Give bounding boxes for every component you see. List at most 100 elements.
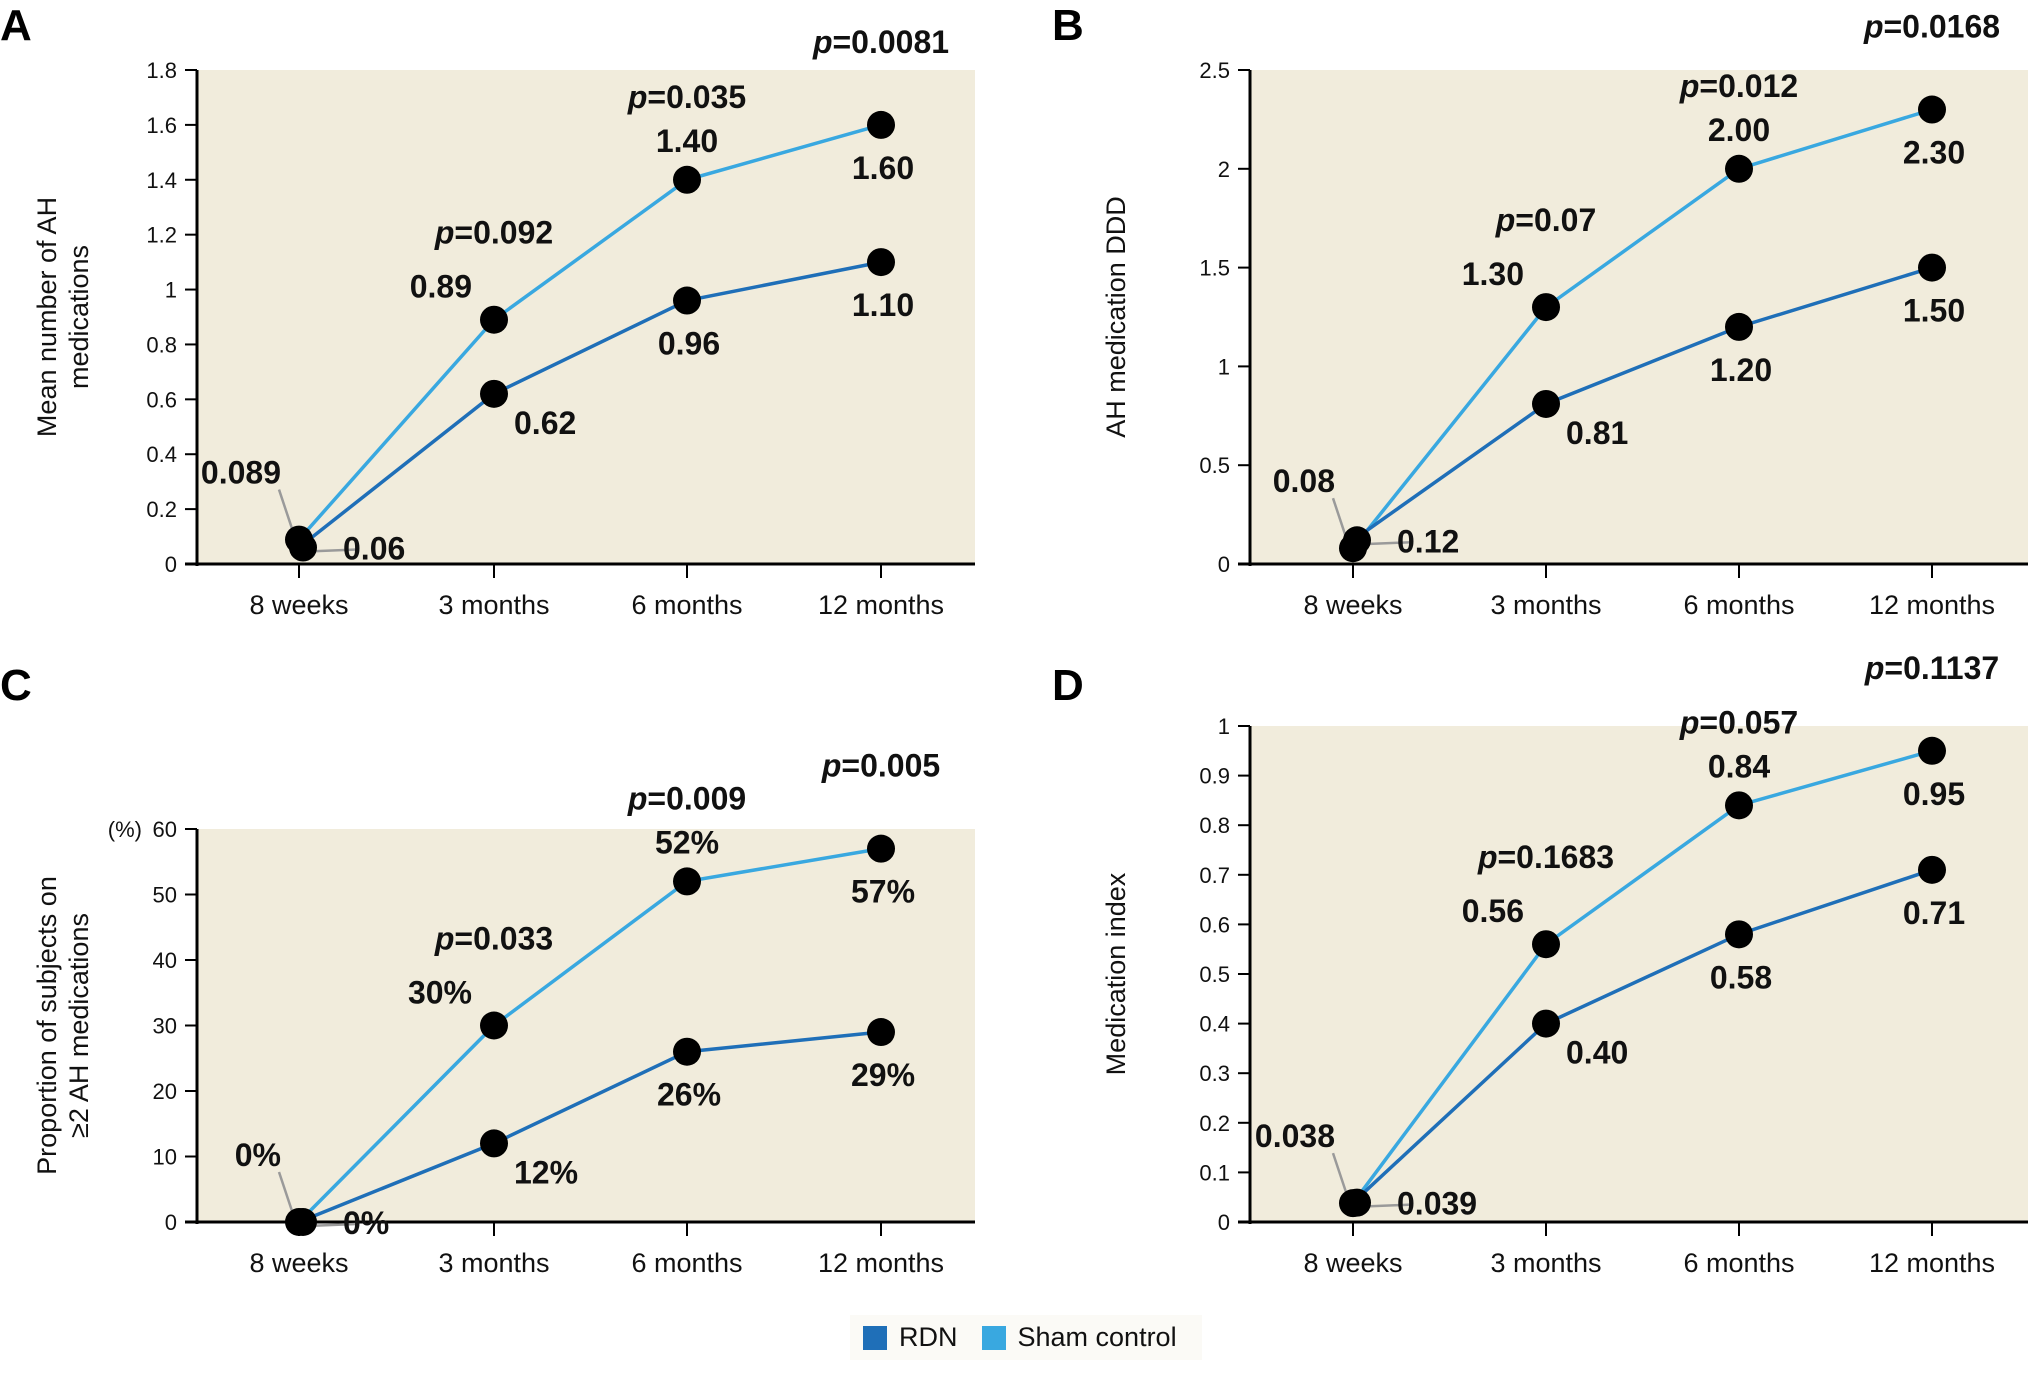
- p-symbol: p: [627, 79, 648, 115]
- data-point-sham: [1725, 791, 1753, 820]
- series-line-rdn: [297, 260, 882, 549]
- leader-line-sham: [1331, 497, 1349, 541]
- data-label-sham: 0.089: [201, 455, 281, 491]
- y-tick-label: 0.3: [1199, 1061, 1230, 1086]
- panel-a: A 0 0.2 0.4 0.6 0.8 1 1.2 1.4 1.6 1.8 8 weeks 3 mont…: [0, 1, 975, 620]
- p-value-label: p=0.035: [627, 79, 746, 115]
- y-tick-label: 0.4: [1199, 1012, 1230, 1037]
- data-label-rdn: 26%: [657, 1077, 721, 1113]
- p-symbol: p: [1864, 650, 1885, 686]
- leader-line-sham: [277, 1171, 295, 1215]
- p-value: =0.005: [841, 748, 940, 784]
- data-point-rdn: [1918, 855, 1946, 884]
- series-line-rdn: [298, 1030, 882, 1224]
- legend-label-sham: Sham control: [1017, 1322, 1177, 1352]
- p-symbol: p: [1863, 9, 1884, 45]
- data-label-rdn: 0.039: [1397, 1186, 1477, 1222]
- p-value-label: p=0.012: [1679, 68, 1798, 104]
- x-tick-label: 3 months: [1490, 1248, 1601, 1278]
- y-tick-label: 60: [153, 817, 177, 842]
- series-line-sham: [297, 123, 882, 541]
- p-value: =0.0168: [1883, 9, 2000, 45]
- y-tick-label: 1.2: [146, 223, 177, 248]
- p-value: =0.1137: [1884, 650, 1999, 686]
- panel-b: B 0 0.5 1 1.5 2 2.5 8 weeks 3 months 6 months 12 m…: [1052, 1, 2028, 620]
- panel-letter: A: [0, 1, 32, 50]
- p-value-label: p=0.07: [1495, 202, 1597, 238]
- p-value-label: p=0.0081: [812, 24, 949, 60]
- data-label-rdn: 0%: [343, 1205, 389, 1241]
- p-value: =0.057: [1699, 704, 1798, 740]
- y-tick-label: 50: [153, 883, 177, 908]
- y-tick-label: 10: [153, 1145, 177, 1170]
- data-point-sham: [480, 305, 508, 334]
- x-tick-label: 8 weeks: [1303, 590, 1402, 620]
- y-tick-label: 1: [1218, 714, 1230, 739]
- y-axis-label: Medication index: [1101, 872, 1131, 1075]
- y-unit-label: (%): [108, 817, 142, 842]
- data-label-rdn: 0.06: [343, 531, 405, 567]
- x-tick-label: 6 months: [1683, 1248, 1794, 1278]
- data-point-sham: [673, 165, 701, 194]
- data-label-rdn: 0.58: [1710, 959, 1772, 995]
- data-point-rdn: [1532, 1009, 1560, 1038]
- y-tick-label: 20: [153, 1079, 177, 1104]
- y-axis-label: Proportion of subjects on: [32, 876, 62, 1175]
- data-label-rdn: 1.50: [1903, 293, 1965, 329]
- y-tick-label: 30: [153, 1014, 177, 1039]
- data-point-sham: [1532, 930, 1560, 959]
- y-axis-label: AH medication DDD: [1101, 196, 1131, 438]
- series-line-rdn: [1351, 868, 1933, 1204]
- leader-line-sham: [1331, 1152, 1349, 1196]
- y-tick-label: 0.7: [1199, 863, 1230, 888]
- y-tick-label: 1: [165, 278, 177, 303]
- p-value-label: p=0.1683: [1477, 839, 1614, 875]
- data-point-sham: [867, 834, 895, 863]
- data-label-rdn: 12%: [514, 1154, 578, 1190]
- data-label-rdn: 1.10: [852, 287, 914, 323]
- x-tick-label: 8 weeks: [249, 1248, 348, 1278]
- data-label-sham: 2.30: [1903, 135, 1965, 171]
- p-value-label: p=0.005: [821, 748, 940, 784]
- data-label-sham: 1.40: [656, 123, 718, 159]
- p-value: =0.035: [647, 79, 746, 115]
- data-point-rdn: [673, 286, 701, 315]
- p-symbol: p: [1477, 839, 1498, 875]
- data-label-rdn: 0.71: [1903, 895, 1965, 931]
- x-tick-label: 12 months: [818, 590, 944, 620]
- data-label-rdn: 0.81: [1566, 415, 1628, 451]
- p-value-label: p=0.1137: [1864, 650, 1999, 686]
- x-tick-label: 6 months: [1683, 590, 1794, 620]
- data-point-rdn: [1532, 389, 1560, 418]
- data-label-rdn: 0.96: [658, 326, 720, 362]
- y-tick-label: 1.5: [1199, 256, 1230, 281]
- p-value: =0.07: [1515, 202, 1596, 238]
- x-tick-label: 12 months: [1869, 1248, 1995, 1278]
- p-symbol: p: [1495, 202, 1516, 238]
- y-tick-label: 0: [1218, 552, 1230, 577]
- y-tick-label: 0.6: [1199, 912, 1230, 937]
- data-point-sham: [1532, 293, 1560, 322]
- data-point-rdn: [1343, 1188, 1371, 1217]
- p-symbol: p: [812, 24, 833, 60]
- series-line-sham: [297, 846, 882, 1224]
- p-symbol: p: [434, 921, 455, 957]
- legend: RDN Sham control: [850, 1315, 1202, 1360]
- y-tick-label: 1.8: [146, 58, 177, 83]
- p-symbol: p: [821, 748, 842, 784]
- data-label-sham: 52%: [655, 824, 719, 860]
- data-point-rdn: [867, 1018, 895, 1047]
- data-label-rdn: 0.40: [1566, 1035, 1628, 1071]
- legend-swatch-rdn: [863, 1325, 887, 1350]
- p-value-label: p=0.009: [627, 780, 746, 816]
- data-point-rdn: [1918, 253, 1946, 282]
- p-value: =0.1683: [1497, 839, 1614, 875]
- legend-item-rdn: RDN: [863, 1322, 958, 1353]
- data-point-rdn: [1343, 526, 1371, 555]
- data-point-rdn: [1725, 312, 1753, 341]
- y-tick-label: 0.1: [1199, 1160, 1230, 1185]
- x-tick-label: 12 months: [818, 1248, 944, 1278]
- data-label-sham: 0.08: [1273, 463, 1335, 499]
- data-point-rdn: [1725, 920, 1753, 949]
- data-point-sham: [1918, 95, 1946, 124]
